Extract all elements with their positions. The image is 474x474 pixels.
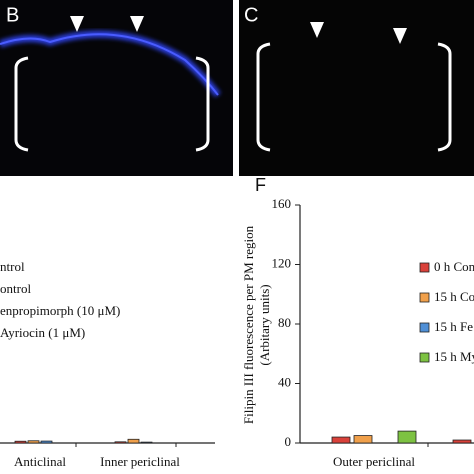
- legend-swatch: [419, 322, 430, 333]
- arrowhead: [130, 16, 144, 32]
- legend-label: 15 h Co: [434, 289, 474, 304]
- bar: [353, 435, 373, 444]
- panel-c: C: [239, 0, 474, 176]
- panel-label: C: [244, 4, 258, 26]
- bracket: [14, 56, 29, 152]
- micrograph: [0, 0, 233, 176]
- bracket: [437, 42, 452, 152]
- panel-label: F: [255, 175, 266, 195]
- x-tick-label: Anticlinal: [14, 454, 66, 469]
- y-tick-label: 160: [272, 196, 292, 211]
- bar: [40, 440, 53, 444]
- legend-label: 15 h Fe: [434, 319, 473, 334]
- legend-swatch: [419, 352, 430, 363]
- bar: [140, 441, 153, 444]
- bar: [14, 440, 27, 444]
- bar: [127, 438, 140, 444]
- legend-label: 0 h Con: [434, 259, 474, 274]
- y-tick-label: 40: [278, 374, 291, 389]
- bar: [397, 430, 417, 444]
- y-axis-label: Filipin III fluorescence per PM region: [241, 225, 256, 424]
- legend-label: ontrol: [0, 281, 31, 296]
- charts: Anticlinal Inner periclinal ntrol ontrol enp…: [0, 175, 474, 469]
- legend-label: Ayriocin (1 μM): [0, 325, 85, 340]
- arrowhead: [393, 28, 407, 44]
- micrograph: [239, 0, 474, 176]
- y-tick-label: 0: [285, 434, 292, 449]
- y-tick-label: 80: [278, 315, 291, 330]
- panel-label: B: [6, 4, 19, 26]
- bar: [452, 439, 472, 444]
- legend-label: 15 h My: [434, 349, 474, 364]
- legend-label: enpropimorph (10 μM): [0, 303, 120, 318]
- bar: [27, 440, 40, 444]
- x-tick-label: Inner periclinal: [100, 454, 180, 469]
- panel-b: B: [0, 0, 233, 176]
- bar: [331, 436, 351, 444]
- legend-label: ntrol: [0, 259, 25, 274]
- bar: [114, 441, 127, 444]
- x-tick-label: Outer periclinal: [333, 454, 415, 469]
- fluorescence-arc-core: [0, 33, 219, 96]
- y-tick-label: 120: [272, 255, 292, 270]
- y-axis-label: (Arbitary units): [257, 284, 272, 365]
- legend-swatch: [419, 262, 430, 273]
- arrowhead: [70, 16, 84, 32]
- legend-swatch: [419, 292, 430, 303]
- bracket: [256, 42, 271, 152]
- bracket: [195, 56, 210, 152]
- arrowhead: [310, 22, 324, 38]
